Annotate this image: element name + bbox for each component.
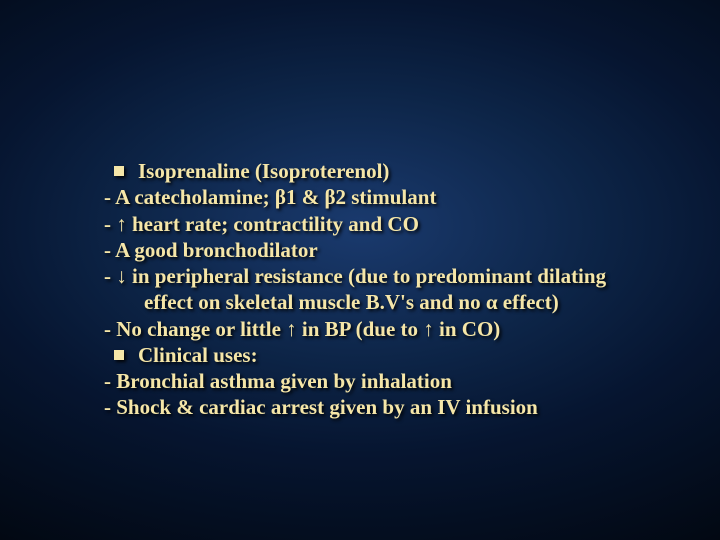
square-bullet-icon — [114, 350, 124, 360]
line-0-text: Isoprenaline (Isoproterenol) — [138, 158, 389, 184]
line-9-text: - Shock & cardiac arrest given by an IV … — [104, 395, 538, 419]
line-2-text: - ↑ heart rate; contractility and CO — [104, 212, 419, 236]
line-2: - ↑ heart rate; contractility and CO — [104, 211, 664, 237]
line-5-text: effect on skeletal muscle B.V's and no α… — [144, 289, 559, 315]
line-1-text: - A catecholamine; β1 & β2 stimulant — [104, 185, 436, 209]
line-8: - Bronchial asthma given by inhalation — [104, 368, 664, 394]
line-3: - A good bronchodilator — [104, 237, 664, 263]
line-6-text: - No change or little ↑ in BP (due to ↑ … — [104, 317, 500, 341]
line-8-text: - Bronchial asthma given by inhalation — [104, 369, 452, 393]
slide-text-block: Isoprenaline (Isoproterenol) - A catecho… — [104, 158, 664, 421]
line-3-text: - A good bronchodilator — [104, 238, 318, 262]
line-7-text: Clinical uses: — [138, 342, 258, 368]
line-9: - Shock & cardiac arrest given by an IV … — [104, 394, 664, 420]
line-6: - No change or little ↑ in BP (due to ↑ … — [104, 316, 664, 342]
square-bullet-icon — [114, 166, 124, 176]
line-7: Clinical uses: — [104, 342, 664, 368]
line-0: Isoprenaline (Isoproterenol) — [104, 158, 664, 184]
line-5: effect on skeletal muscle B.V's and no α… — [104, 289, 664, 315]
line-4-text: - ↓ in peripheral resistance (due to pre… — [104, 264, 606, 288]
line-1: - A catecholamine; β1 & β2 stimulant — [104, 184, 664, 210]
line-4: - ↓ in peripheral resistance (due to pre… — [104, 263, 664, 289]
